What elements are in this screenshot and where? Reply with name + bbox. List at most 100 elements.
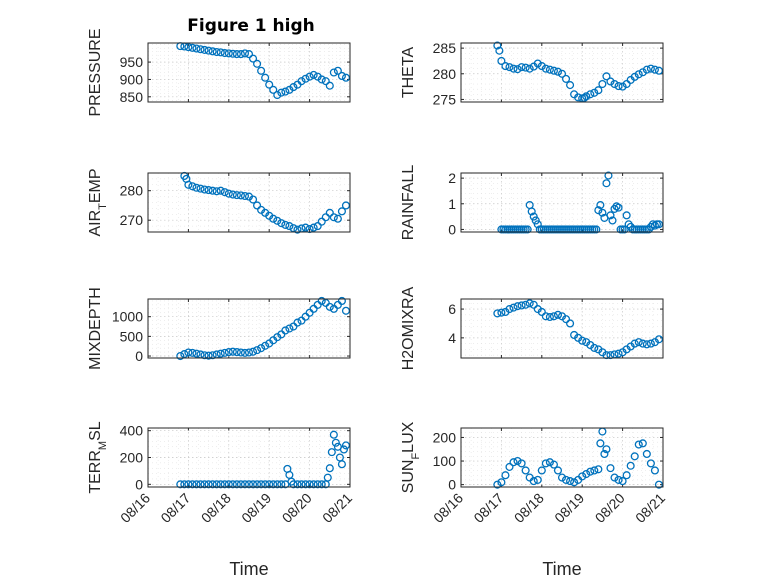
data-point (244, 50, 254, 59)
data-point (341, 73, 351, 82)
data-point (329, 213, 338, 222)
data-point (654, 335, 664, 344)
data-point (313, 480, 322, 489)
data-point (293, 225, 302, 234)
y-tick-label: 1 (448, 196, 456, 212)
data-point (184, 180, 193, 189)
axes-outline (147, 427, 351, 488)
x-tick-label: 08/21 (632, 490, 668, 526)
data-point (541, 312, 550, 321)
data-point (578, 472, 587, 481)
data-point (240, 191, 250, 201)
data-point (594, 86, 603, 95)
data-point (261, 73, 270, 82)
data-point (281, 220, 290, 229)
data-point (224, 348, 233, 357)
data-point (192, 183, 201, 192)
y-tick-label: 280 (120, 183, 144, 199)
data-point (590, 343, 599, 352)
x-tick-label: 08/21 (319, 490, 355, 526)
data-point (232, 191, 241, 200)
data-point (586, 467, 595, 476)
y-tick-label: 2 (448, 170, 456, 186)
data-point (248, 480, 258, 489)
axes-outline (147, 172, 351, 233)
data-point (521, 466, 530, 475)
data-point (586, 90, 595, 99)
data-point (309, 480, 318, 489)
data-point (220, 480, 229, 489)
data-point (638, 439, 647, 448)
data-point (236, 480, 245, 489)
data-point (654, 220, 664, 229)
data-point (289, 480, 298, 489)
data-point (273, 480, 282, 489)
data-point (525, 64, 534, 73)
data-point (337, 460, 346, 469)
data-point (557, 473, 567, 482)
data-point (602, 179, 611, 188)
data-point (638, 68, 647, 77)
data-point (273, 91, 282, 100)
y-axis-label: AIRTEMP (87, 168, 109, 236)
data-point (269, 85, 278, 94)
data-point (646, 64, 655, 73)
data-point (582, 469, 591, 479)
data-point (610, 79, 619, 89)
data-point (517, 459, 526, 468)
data-point (224, 49, 233, 58)
data-point (232, 480, 241, 489)
data-point (570, 478, 579, 487)
data-point (325, 81, 334, 90)
data-point (654, 66, 664, 75)
data-point (192, 349, 201, 358)
data-point (553, 466, 563, 475)
data-point (208, 186, 217, 195)
data-point (289, 83, 298, 92)
data-point (176, 480, 185, 489)
data-point (188, 348, 197, 357)
data-point (493, 309, 502, 318)
data-point (553, 67, 563, 76)
data-point (253, 480, 262, 489)
data-point (578, 336, 587, 345)
y-tick-label: 900 (120, 71, 144, 87)
data-point (204, 351, 213, 360)
data-point (269, 214, 278, 223)
data-point (257, 480, 266, 489)
data-point (305, 72, 314, 81)
data-point (606, 464, 615, 473)
data-point (309, 223, 318, 232)
data-point (545, 65, 554, 74)
y-axis-label: THETA (400, 47, 417, 99)
data-point (331, 438, 340, 447)
data-point (212, 47, 221, 57)
x-axis-label: Time (542, 559, 581, 579)
axes-outline (460, 42, 664, 103)
data-point (309, 70, 318, 79)
data-point (549, 66, 558, 75)
data-point (505, 462, 514, 471)
x-axis-label: Time (229, 559, 268, 579)
data-point (590, 466, 599, 475)
data-point (610, 473, 619, 482)
data-point (204, 480, 213, 489)
y-tick-label: 100 (433, 453, 457, 469)
data-point (269, 480, 278, 489)
data-point (527, 207, 536, 216)
y-tick-label: 6 (448, 301, 456, 317)
data-point (638, 339, 647, 348)
data-point (521, 300, 530, 309)
data-point (517, 63, 526, 72)
data-point (240, 49, 250, 58)
data-point (224, 480, 233, 489)
data-point (236, 348, 245, 357)
data-point (509, 458, 518, 467)
axes-outline (460, 172, 664, 233)
data-point (240, 348, 250, 357)
data-point (557, 69, 567, 78)
data-point (281, 87, 290, 96)
data-point (630, 452, 639, 461)
x-tick-label: 08/18 (511, 490, 547, 526)
data-point (545, 458, 554, 467)
